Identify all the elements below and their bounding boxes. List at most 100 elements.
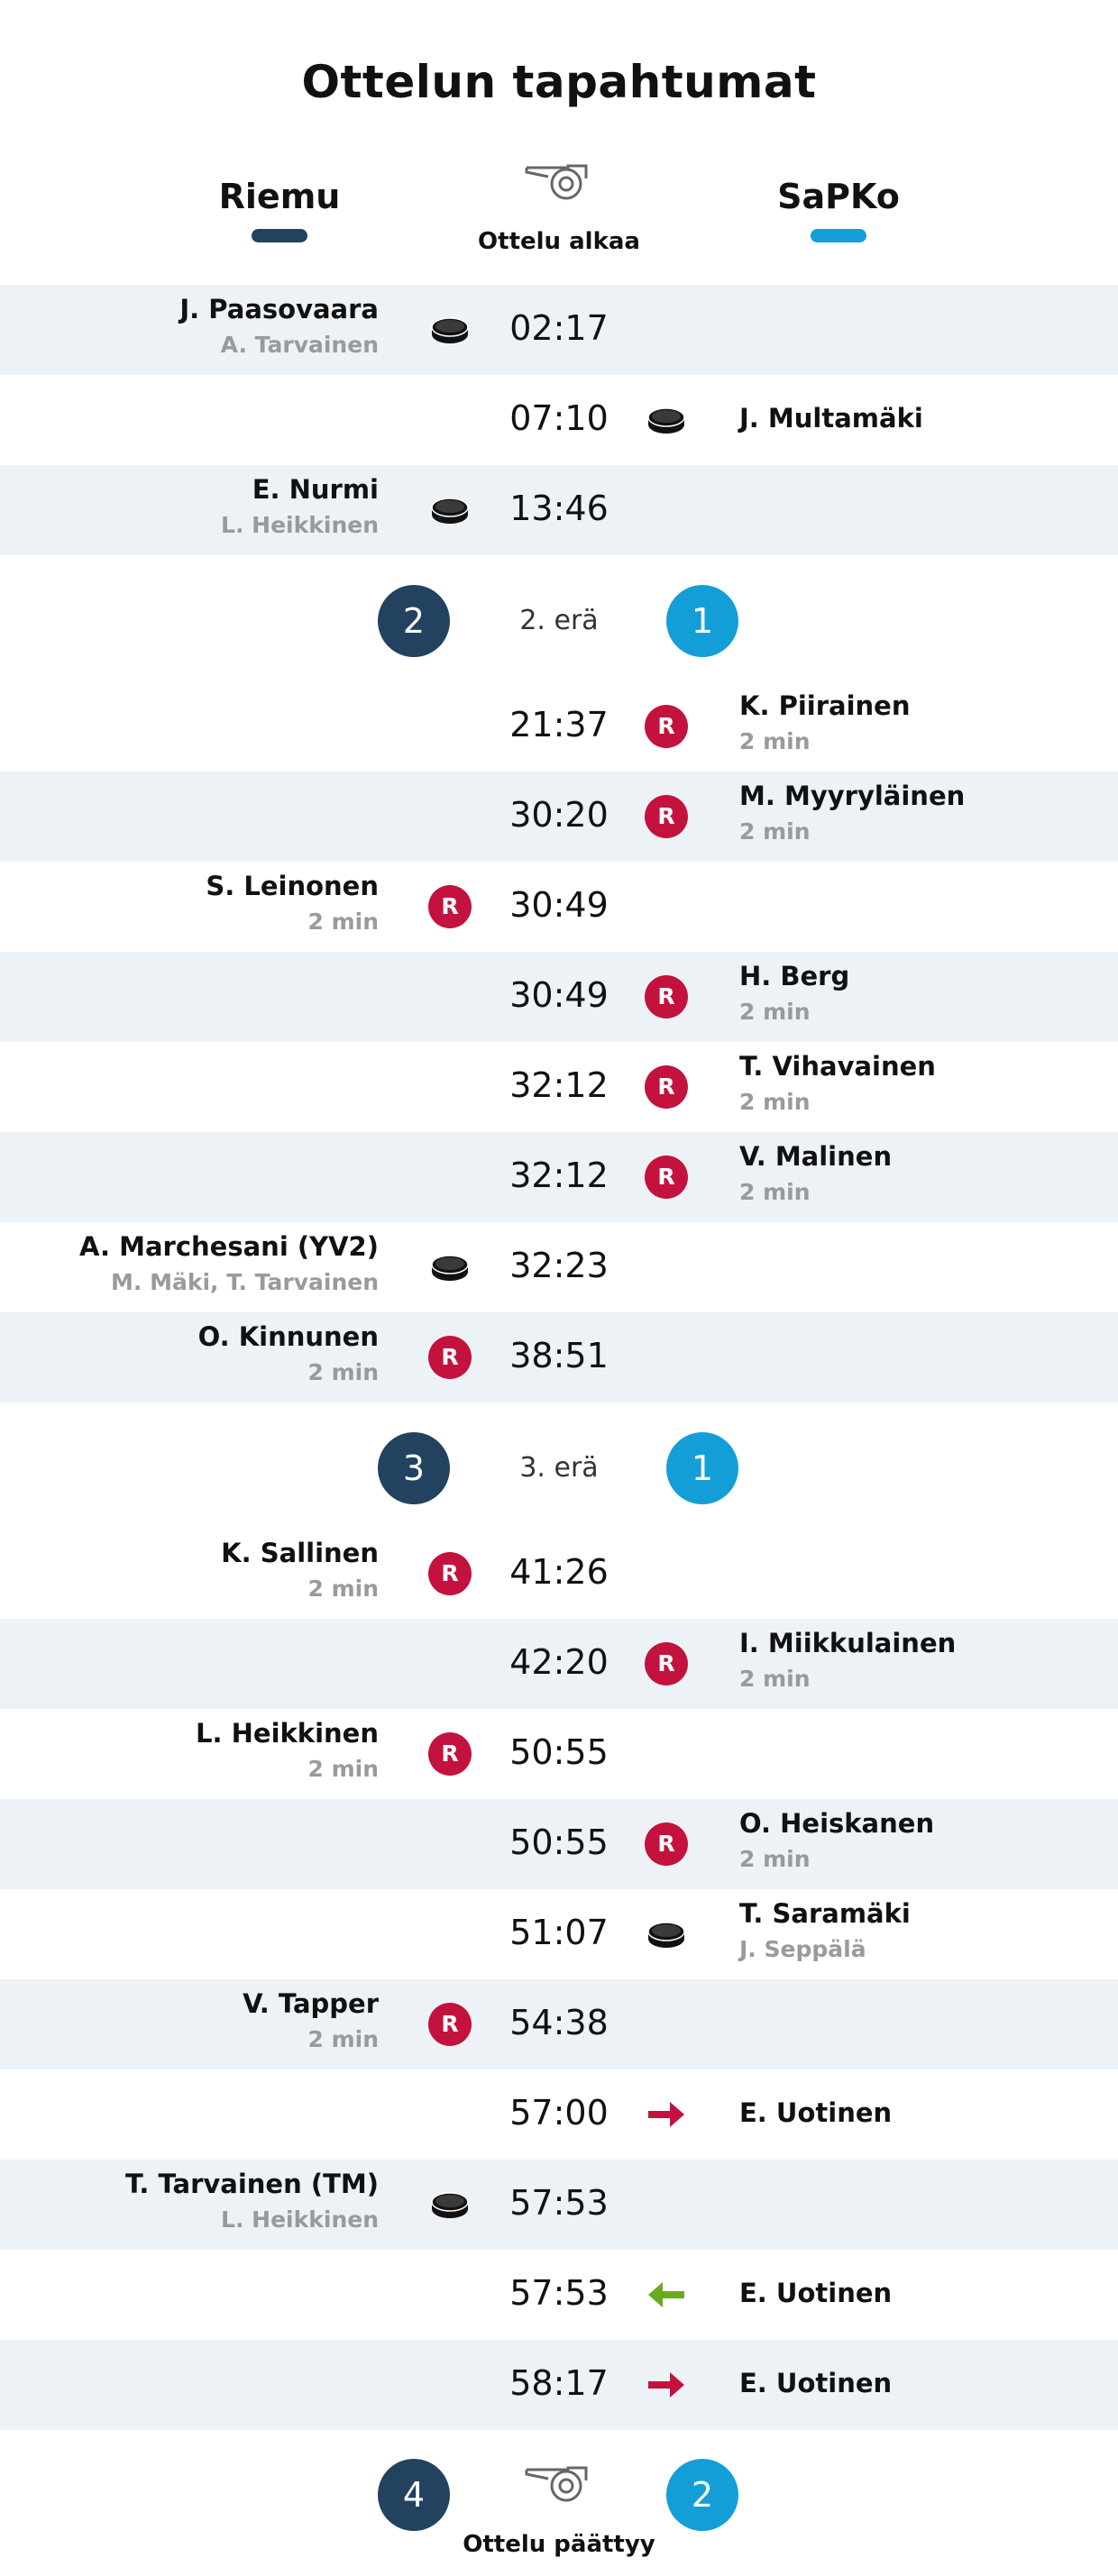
final-away-score: 2 [666,2459,738,2531]
period-home-score: 3 [378,1432,450,1504]
event-row: 58:17 E. Uotinen [0,2340,1118,2430]
puck-icon [428,1246,472,1289]
penalty-icon: R [645,1065,688,1109]
event-time: 57:00 [509,2093,609,2133]
player-name: A. Marchesani (YV2) [79,1231,379,1262]
match-end-label: Ottelu päättyy [463,2531,655,2558]
penalty-duration: 2 min [739,728,811,754]
home-team-color-bar [252,229,307,242]
page-title: Ottelun tapahtumat [301,56,817,108]
event-row: 57:53 E. Uotinen [0,2250,1118,2340]
penalty-duration: 2 min [307,1756,379,1782]
player-name: H. Berg [739,961,850,991]
event-time: 42:20 [509,1642,609,1682]
player-name: K. Sallinen [221,1538,379,1568]
event-time: 38:51 [509,1336,609,1375]
away-team-name: SaPKo [777,177,900,216]
match-start-label: Ottelu alkaa [478,228,640,255]
penalty-duration: 2 min [307,1576,379,1602]
penalty-duration: 2 min [307,909,379,935]
event-row: 21:37 K. Piirainen 2 min R [0,681,1118,772]
player-name: E. Uotinen [739,2368,893,2398]
event-time: 50:55 [509,1732,609,1772]
arrow-left-icon [645,2273,688,2316]
penalty-icon: R [645,1156,688,1199]
penalty-icon: R [428,1732,472,1776]
event-time: 32:12 [509,1065,609,1105]
player-name: L. Heikkinen [196,1718,379,1749]
event-row: 32:23 A. Marchesani (YV2) M. Mäki, T. Tarv… [0,1222,1118,1312]
puck-icon [428,2183,472,2226]
penalty-icon: R [428,1552,472,1595]
event-time: 51:07 [509,1913,609,1952]
home-team-name: Riemu [218,177,341,216]
event-time: 50:55 [509,1822,609,1862]
player-name: S. Leinonen [206,871,379,901]
event-row: 57:00 E. Uotinen [0,2069,1118,2160]
penalty-duration: 2 min [739,1846,811,1872]
event-row: 07:10 J. Multamäki [0,375,1118,465]
player-name: K. Piirainen [739,690,911,721]
penalty-duration: 2 min [739,999,811,1025]
event-time: 02:17 [509,308,609,348]
puck-icon [428,308,472,352]
penalty-duration: 2 min [307,2026,379,2052]
player-name: E. Nurmi [252,474,379,505]
event-row: 32:12 T. Vihavainen 2 min R [0,1042,1118,1132]
player-name: I. Miikkulainen [739,1628,957,1658]
event-time: 57:53 [509,2183,609,2223]
event-time: 30:49 [509,885,609,925]
event-row: 32:12 V. Malinen 2 min R [0,1132,1118,1222]
final-home-score: 4 [378,2459,450,2531]
player-name: E. Uotinen [739,2278,893,2308]
event-row: 30:49 S. Leinonen 2 min R [0,862,1118,952]
assist-names: L. Heikkinen [221,2206,379,2233]
penalty-icon: R [428,1336,472,1379]
period-label: 3. erä [519,1452,599,1484]
whistle-icon [525,164,588,200]
event-time: 13:46 [509,489,609,528]
player-name: V. Tapper [243,1988,379,2019]
player-name: V. Malinen [739,1141,893,1172]
event-time: 58:17 [509,2363,609,2403]
assist-names: J. Seppälä [739,1936,866,1962]
event-time: 32:23 [509,1246,609,1285]
penalty-duration: 2 min [739,1089,811,1115]
puck-icon [645,398,688,442]
away-team-color-bar [811,229,866,242]
event-row: 51:07 T. Saramäki J. Seppälä [0,1889,1118,1979]
player-name: T. Saramäki [739,1898,911,1929]
event-row: 57:53 T. Tarvainen (TM) L. Heikkinen [0,2160,1118,2250]
player-name: O. Kinnunen [197,1321,379,1352]
player-name: T. Vihavainen [739,1051,936,1082]
whistle-icon [525,2466,588,2502]
event-row: 13:46 E. Nurmi L. Heikkinen [0,465,1118,555]
penalty-duration: 2 min [307,1359,379,1385]
penalty-icon: R [428,2003,472,2046]
event-row: 02:17 J. Paasovaara A. Tarvainen [0,285,1118,375]
event-time: 30:49 [509,975,609,1015]
event-time: 57:53 [509,2273,609,2313]
event-row: 38:51 O. Kinnunen 2 min R [0,1312,1118,1402]
player-name: J. Paasovaara [179,294,379,324]
event-row: 42:20 I. Miikkulainen 2 min R [0,1619,1118,1709]
penalty-duration: 2 min [739,1666,811,1692]
event-row: 41:26 K. Sallinen 2 min R [0,1529,1118,1619]
period-away-score: 1 [666,1432,738,1504]
player-name: M. Myyryläinen [739,781,966,811]
assist-names: A. Tarvainen [220,332,379,358]
event-time: 21:37 [509,705,609,744]
player-name: E. Uotinen [739,2097,893,2128]
player-name: J. Multamäki [739,403,923,434]
event-time: 41:26 [509,1552,609,1592]
event-row: 50:55 O. Heiskanen 2 min R [0,1799,1118,1889]
penalty-icon: R [645,705,688,748]
penalty-duration: 2 min [739,1179,811,1205]
event-time: 30:20 [509,795,609,835]
penalty-icon: R [645,1822,688,1866]
event-time: 54:38 [509,2003,609,2042]
arrow-right-icon [645,2363,688,2407]
arrow-right-icon [645,2093,688,2136]
assist-names: M. Mäki, T. Tarvainen [111,1269,379,1295]
period-label: 2. erä [519,605,599,636]
